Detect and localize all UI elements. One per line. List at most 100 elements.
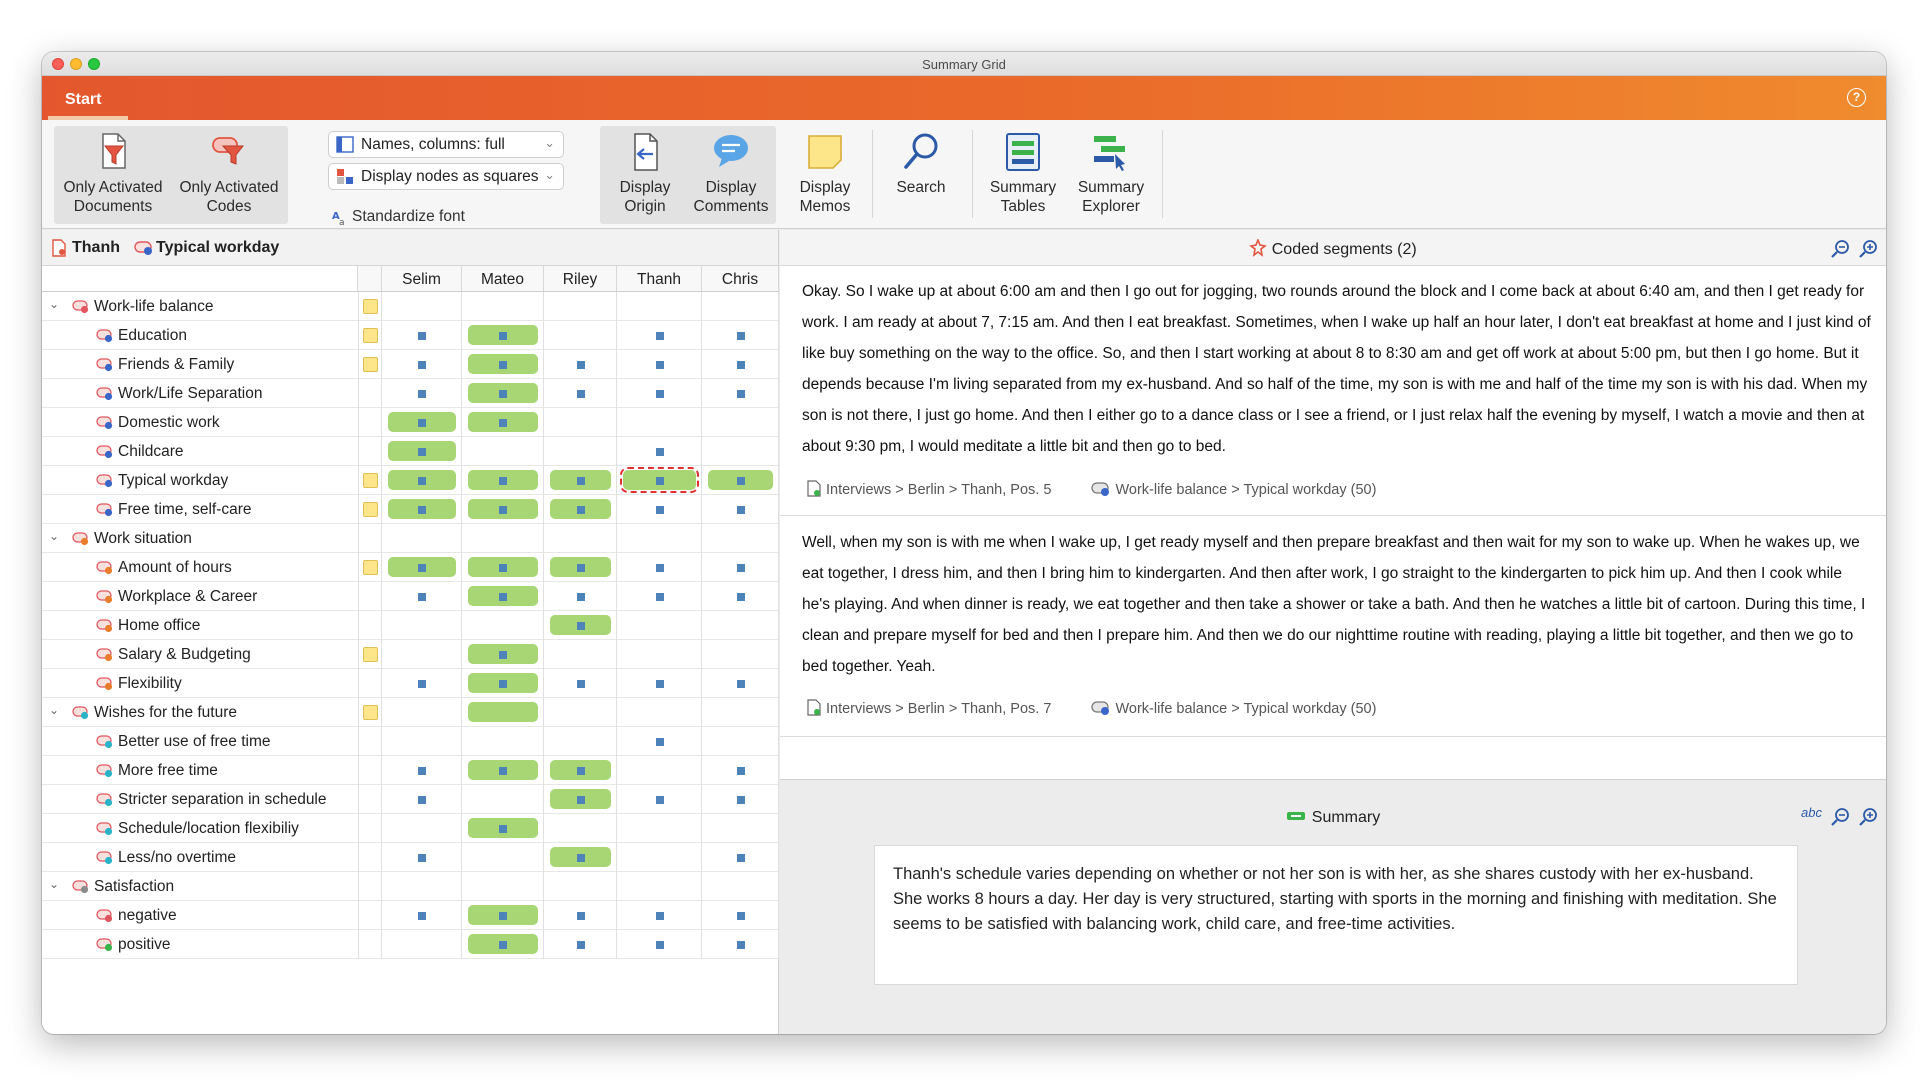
grid-cell[interactable] (382, 872, 462, 901)
grid-cell[interactable] (702, 727, 779, 756)
only-activated-documents-button[interactable]: Only Activated Documents (56, 126, 170, 218)
grid-cell[interactable] (702, 582, 779, 611)
grid-row[interactable]: negative (42, 901, 779, 930)
coded-square[interactable] (576, 680, 585, 688)
grid-cell[interactable] (617, 727, 702, 756)
grid-cell[interactable] (462, 379, 544, 408)
grid-cell[interactable] (544, 814, 617, 843)
grid-cell[interactable] (462, 843, 544, 872)
grid-cell[interactable] (544, 582, 617, 611)
grid-row[interactable]: Home office (42, 611, 779, 640)
coded-square[interactable] (655, 506, 664, 514)
grid-cell[interactable] (702, 466, 779, 495)
coded-square[interactable] (418, 796, 426, 804)
grid-cell[interactable] (382, 582, 462, 611)
grid-cell[interactable] (382, 611, 462, 640)
grid-cell[interactable] (382, 843, 462, 872)
memo-icon[interactable] (363, 357, 378, 372)
segment-code-link[interactable]: Work-life balance > Typical workday (50) (1115, 701, 1377, 717)
grid-cell[interactable] (617, 321, 702, 350)
coded-square[interactable] (655, 738, 664, 746)
coded-square[interactable] (736, 680, 745, 688)
grid-cell[interactable] (544, 698, 617, 727)
grid-cell[interactable] (544, 292, 617, 321)
segment-code-link[interactable]: Work-life balance > Typical workday (50) (1115, 482, 1377, 498)
column-header[interactable]: Mateo (462, 266, 544, 292)
grid-row[interactable]: More free time (42, 756, 779, 785)
grid-cell[interactable] (462, 553, 544, 582)
close-window-button[interactable] (52, 58, 64, 70)
grid-cell[interactable] (382, 785, 462, 814)
grid-cell[interactable] (617, 466, 702, 495)
grid-cell[interactable] (617, 756, 702, 785)
grid-cell[interactable] (702, 872, 779, 901)
display-memos-button[interactable]: Display Memos (782, 126, 868, 218)
display-origin-button[interactable]: Display Origin (602, 126, 688, 218)
coded-square[interactable] (736, 506, 745, 514)
grid-cell[interactable] (617, 843, 702, 872)
grid-cell[interactable] (702, 321, 779, 350)
grid-cell[interactable] (544, 785, 617, 814)
segment-origin-link[interactable]: Interviews > Berlin > Thanh, Pos. 7 (826, 701, 1052, 717)
grid-cell[interactable] (544, 901, 617, 930)
grid-cell[interactable] (382, 292, 462, 321)
grid-row[interactable]: Better use of free time (42, 727, 779, 756)
grid-row[interactable]: Schedule/location flexibiliy (42, 814, 779, 843)
grid-row[interactable]: Flexibility (42, 669, 779, 698)
memo-icon[interactable] (363, 473, 378, 488)
coded-square[interactable] (655, 593, 664, 601)
grid-cell[interactable] (462, 814, 544, 843)
grid-cell[interactable] (702, 669, 779, 698)
coded-square[interactable] (736, 912, 745, 920)
coded-square[interactable] (418, 912, 426, 920)
coded-square[interactable] (655, 390, 664, 398)
grid-cell[interactable] (462, 611, 544, 640)
grid-row[interactable]: positive (42, 930, 779, 959)
grid-cell[interactable] (617, 640, 702, 669)
column-header[interactable]: Chris (702, 266, 779, 292)
coded-square[interactable] (418, 361, 426, 369)
coded-square[interactable] (418, 593, 426, 601)
grid-cell[interactable] (462, 437, 544, 466)
grid-cell[interactable] (617, 611, 702, 640)
coded-square[interactable] (655, 912, 664, 920)
grid-row[interactable]: Stricter separation in schedule (42, 785, 779, 814)
grid-cell[interactable] (617, 785, 702, 814)
breadcrumb-document[interactable]: Thanh (50, 239, 120, 257)
grid-cell[interactable] (617, 669, 702, 698)
grid-cell[interactable] (617, 582, 702, 611)
grid-row[interactable]: ⌄ Wishes for the future (42, 698, 779, 727)
grid-cell[interactable] (544, 727, 617, 756)
grid-cell[interactable] (544, 466, 617, 495)
grid-cell[interactable] (617, 379, 702, 408)
grid-row[interactable]: ⌄ Work-life balance (42, 292, 779, 321)
coded-square[interactable] (655, 680, 664, 688)
zoom-in-icon[interactable] (1858, 239, 1878, 259)
display-comments-button[interactable]: Display Comments (688, 126, 774, 218)
grid-cell[interactable] (462, 698, 544, 727)
grid-cell[interactable] (702, 292, 779, 321)
grid-cell[interactable] (462, 466, 544, 495)
grid-cell[interactable] (462, 872, 544, 901)
memo-icon[interactable] (363, 502, 378, 517)
grid-cell[interactable] (544, 553, 617, 582)
grid-cell[interactable] (617, 901, 702, 930)
grid-cell[interactable] (382, 350, 462, 379)
coded-square[interactable] (736, 593, 745, 601)
coded-square[interactable] (576, 361, 585, 369)
grid-row[interactable]: Friends & Family (42, 350, 779, 379)
grid-cell[interactable] (544, 843, 617, 872)
zoom-out-icon[interactable] (1830, 239, 1850, 259)
grid-cell[interactable] (617, 292, 702, 321)
chevron-down-icon[interactable]: ⌄ (49, 877, 60, 891)
grid-cell[interactable] (544, 756, 617, 785)
grid-cell[interactable] (382, 930, 462, 959)
grid-cell[interactable] (702, 611, 779, 640)
grid-cell[interactable] (382, 466, 462, 495)
grid-cell[interactable] (702, 379, 779, 408)
grid-cell[interactable] (617, 698, 702, 727)
zoom-window-button[interactable] (88, 58, 100, 70)
only-activated-codes-button[interactable]: Only Activated Codes (172, 126, 286, 218)
coded-square[interactable] (655, 361, 664, 369)
grid-cell[interactable] (617, 553, 702, 582)
